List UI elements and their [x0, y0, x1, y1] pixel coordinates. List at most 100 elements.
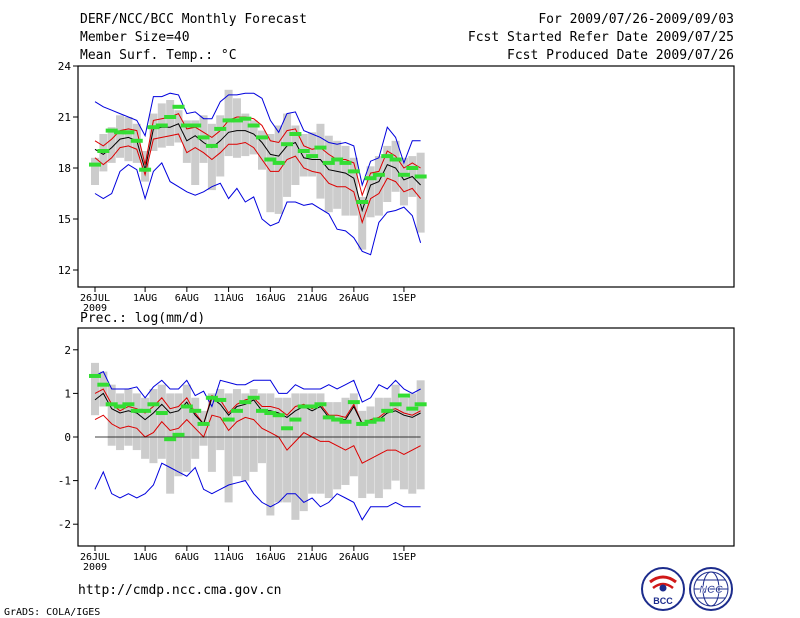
- y-tick-label: 1: [64, 387, 71, 400]
- fcst-started-date: Fcst Started Refer Date 2009/07/25: [467, 30, 734, 45]
- y-tick-label: 0: [64, 431, 71, 444]
- ensemble-box: [324, 402, 333, 499]
- ensemble-box: [291, 125, 300, 185]
- bcc-logo-text: BCC: [653, 596, 673, 606]
- x-tick-label: 26JUL: [80, 293, 110, 304]
- precip-panel-title: Prec.: log(mm/d): [80, 311, 206, 326]
- year-label: 2009: [83, 562, 107, 573]
- ensemble-box: [141, 151, 150, 182]
- ensemble-box: [308, 393, 317, 494]
- ensemble-box: [241, 113, 250, 157]
- ensemble-box: [232, 98, 241, 158]
- ensemble-box: [324, 135, 333, 213]
- website-url[interactable]: http://cmdp.ncc.cma.gov.cn: [78, 583, 282, 598]
- ensemble-box: [399, 397, 408, 490]
- ensemble-box: [182, 384, 191, 472]
- ensemble-box: [174, 110, 183, 143]
- x-tick-label: 1SEP: [392, 293, 416, 304]
- ensemble-box: [383, 397, 392, 490]
- variable-label: Mean Surf. Temp.: °C: [80, 48, 237, 63]
- ensemble-box: [116, 393, 125, 451]
- fcst-produced-date: Fcst Produced Date 2009/07/26: [507, 48, 734, 63]
- ensemble-box: [224, 89, 233, 157]
- ensemble-box: [283, 113, 292, 197]
- ensemble-box: [299, 393, 308, 512]
- ensemble-box: [107, 384, 116, 446]
- ensemble-box: [416, 380, 425, 490]
- ensemble-box: [258, 130, 266, 170]
- ensemble-box: [149, 389, 158, 464]
- grads-credit: GrADS: COLA/IGES: [4, 607, 101, 618]
- x-tick-label: 16AUG: [255, 293, 285, 304]
- y-tick-label: -1: [58, 475, 71, 488]
- temperature-panel: 12 15 18 21 24 26JUL 1AUG 6AUG 11AUG 16AUG 21AUG 26…: [58, 60, 735, 314]
- ensemble-box: [91, 157, 99, 185]
- x-tick-label: 26JUL: [80, 552, 110, 563]
- y-tick-label: 12: [58, 264, 71, 277]
- x-tick-label: 21AUG: [297, 552, 327, 563]
- ensemble-box: [132, 123, 141, 163]
- ensemble-box: [391, 140, 400, 192]
- member-size: Member Size=40: [80, 30, 190, 45]
- ensemble-box: [266, 134, 275, 213]
- y-tick-label: 2: [64, 344, 71, 357]
- y-tick-label: 21: [58, 111, 71, 124]
- ensemble-box: [408, 393, 417, 494]
- ensemble-box: [249, 120, 258, 155]
- mean-spread-line: [94, 133, 421, 225]
- y-tick-label: 15: [58, 213, 71, 226]
- ensemble-box: [166, 100, 175, 146]
- precip-panel: -2 -1 0 1 2 26JUL 1AUG 6AUG 11AUG 16AUG 21AUG 26AUG…: [58, 327, 735, 573]
- ensemble-box: [341, 145, 350, 216]
- ensemble-box: [216, 115, 225, 177]
- mean-spread-line: [94, 112, 421, 197]
- ensemble-box: [374, 156, 383, 216]
- ensemble-box: [216, 389, 225, 451]
- ensemble-box: [124, 117, 133, 162]
- x-tick-label: 11AUG: [214, 552, 244, 563]
- ensemble-box: [399, 157, 408, 206]
- ncc-logo-text: NCC: [699, 584, 724, 596]
- ensemble-box: [358, 410, 367, 499]
- ensemble-box: [366, 166, 375, 218]
- ensemble-box: [207, 393, 216, 472]
- x-tick-label: 26AUG: [339, 552, 369, 563]
- x-tick-label: 16AUG: [255, 552, 285, 563]
- x-tick-label: 1SEP: [392, 552, 416, 563]
- ensemble-box: [316, 393, 325, 494]
- forecast-period: For 2009/07/26-2009/09/03: [538, 12, 734, 27]
- x-tick-label: 11AUG: [214, 293, 244, 304]
- ensemble-box: [349, 157, 358, 216]
- ensemble-box: [391, 384, 400, 481]
- ensemble-box: [366, 406, 375, 494]
- ensemble-box: [232, 389, 241, 477]
- ensemble-box: [207, 123, 216, 191]
- ensemble-box: [349, 393, 358, 477]
- plot-frame: [77, 65, 735, 288]
- ensemble-min-line: [94, 462, 421, 521]
- ensemble-max-line: [94, 370, 421, 408]
- ensemble-box: [191, 120, 200, 185]
- ensemble-box: [274, 397, 283, 503]
- bcc-logo-icon: BCC: [641, 567, 685, 611]
- ensemble-box: [316, 123, 325, 199]
- ensemble-box: [199, 410, 208, 446]
- y-tick-label: -2: [58, 518, 71, 531]
- chart-title: DERF/NCC/BCC Monthly Forecast: [80, 12, 307, 27]
- ensemble-box: [274, 125, 283, 214]
- ensemble-box: [182, 120, 191, 163]
- ensemble-box: [299, 134, 308, 177]
- mean-spread-line: [94, 414, 421, 464]
- x-tick-label: 6AUG: [175, 552, 199, 563]
- ncc-logo-icon: NCC: [689, 567, 733, 611]
- ensemble-box: [116, 115, 125, 158]
- year-label: 2009: [83, 303, 107, 314]
- ensemble-max-line: [94, 92, 421, 187]
- ensemble-box: [383, 145, 392, 202]
- ensemble-box: [224, 393, 233, 503]
- ensemble-min-line: [94, 162, 422, 256]
- y-tick-label: 24: [58, 60, 72, 73]
- ensemble-box: [341, 397, 350, 485]
